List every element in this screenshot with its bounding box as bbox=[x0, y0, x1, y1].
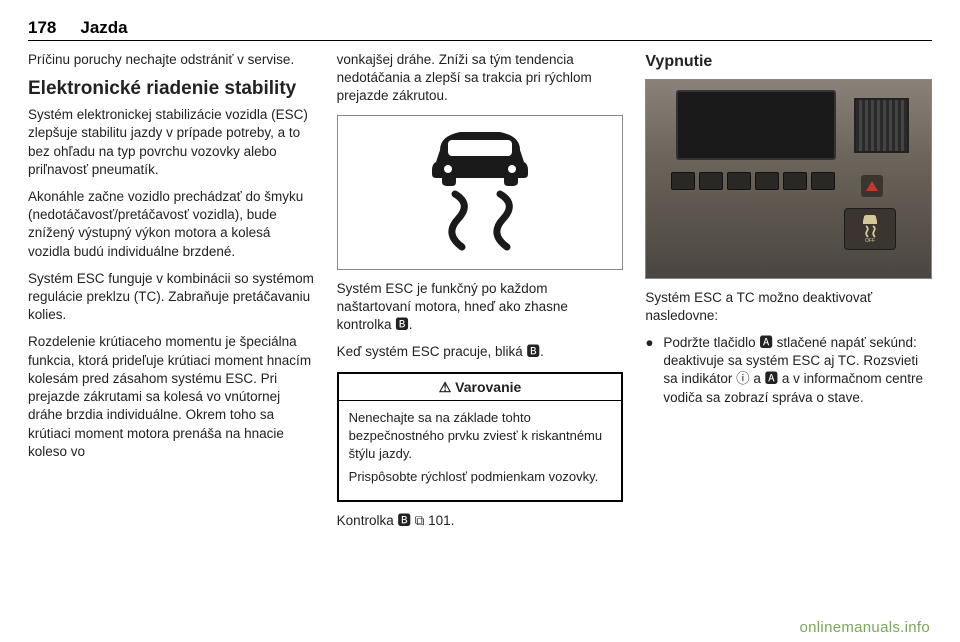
skid-car-icon bbox=[400, 122, 560, 262]
para: Systém elektronickej stabilizácie vozidl… bbox=[28, 106, 315, 179]
bullet-icon: ● bbox=[645, 334, 663, 407]
column-3: Vypnutie bbox=[645, 51, 932, 632]
bullet-item: ● Podržte tlačidlo 🅰 stlačené napáť sekú… bbox=[645, 334, 932, 407]
para: Systém ESC a TC možno deaktivovať nasled… bbox=[645, 289, 932, 325]
para: Rozdelenie krútiaceho momentu je špeciál… bbox=[28, 333, 315, 461]
page-header: 178 Jazda bbox=[28, 18, 932, 41]
dash-button bbox=[783, 172, 807, 190]
dash-button bbox=[755, 172, 779, 190]
column-1: Príčinu poruchy nechajte odstrániť v ser… bbox=[28, 51, 315, 632]
section-title: Jazda bbox=[80, 18, 127, 38]
warning-text: Prispôsobte rýchlosť podmienkam vozovky. bbox=[349, 468, 612, 486]
dash-button bbox=[727, 172, 751, 190]
reference-text: Kontrolka 🅱 ⧉ 101. bbox=[337, 512, 624, 530]
figure-skid-icon bbox=[337, 115, 624, 270]
esc-off-button: OFF bbox=[844, 208, 896, 250]
hazard-button bbox=[861, 175, 883, 197]
button-row bbox=[671, 172, 835, 190]
para: Systém ESC funguje v kombinácii so systé… bbox=[28, 270, 315, 325]
intro-text: Príčinu poruchy nechajte odstrániť v ser… bbox=[28, 51, 315, 69]
dash-button bbox=[671, 172, 695, 190]
esc-off-icon: OFF bbox=[858, 215, 882, 243]
figure-dashboard: OFF bbox=[645, 79, 932, 279]
manual-page: 178 Jazda Príčinu poruchy nechajte odstr… bbox=[0, 0, 960, 642]
watermark: onlinemanuals.info bbox=[800, 619, 930, 636]
infotainment-screen bbox=[676, 90, 836, 160]
warning-box: ⚠ Varovanie Nenechajte sa na základe toh… bbox=[337, 372, 624, 502]
air-vent bbox=[854, 98, 909, 153]
para: vonkajšej dráhe. Zníži sa tým tendencia … bbox=[337, 51, 624, 106]
hazard-triangle-icon bbox=[866, 181, 878, 191]
page-number: 178 bbox=[28, 18, 56, 38]
para: Akonáhle začne vozidlo prechádzať do šmy… bbox=[28, 188, 315, 261]
warning-body: Nenechajte sa na základe tohto bezpečnos… bbox=[339, 401, 622, 499]
para: Systém ESC je funkčný po každom naštarto… bbox=[337, 280, 624, 335]
svg-text:OFF: OFF bbox=[865, 238, 875, 243]
dash-button bbox=[811, 172, 835, 190]
warning-text: Nenechajte sa na základe tohto bezpečnos… bbox=[349, 409, 612, 462]
para: Keď systém ESC pracuje, bliká 🅱. bbox=[337, 343, 624, 361]
heading-off: Vypnutie bbox=[645, 51, 932, 73]
dash-button bbox=[699, 172, 723, 190]
warning-title: ⚠ Varovanie bbox=[339, 374, 622, 402]
content-columns: Príčinu poruchy nechajte odstrániť v ser… bbox=[28, 51, 932, 632]
column-2: vonkajšej dráhe. Zníži sa tým tendencia … bbox=[337, 51, 624, 632]
bullet-text: Podržte tlačidlo 🅰 stlačené napáť sekúnd… bbox=[663, 334, 932, 407]
heading-esc: Elektronické riadenie stability bbox=[28, 78, 315, 100]
